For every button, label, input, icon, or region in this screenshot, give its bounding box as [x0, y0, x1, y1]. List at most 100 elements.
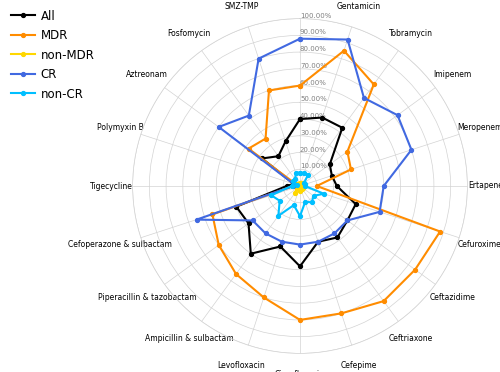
non-MDR	[299, 186, 305, 191]
CR	[297, 243, 303, 247]
CR	[408, 148, 414, 152]
non-CR	[268, 193, 274, 198]
All	[278, 244, 283, 249]
CR	[216, 125, 222, 129]
All	[248, 251, 254, 256]
All	[276, 154, 281, 158]
non-CR	[294, 183, 300, 187]
non-MDR	[300, 185, 306, 189]
MDR	[297, 83, 303, 88]
All	[315, 240, 321, 244]
Line: All: All	[234, 116, 358, 268]
Line: non-CR: non-CR	[270, 171, 326, 218]
All	[297, 264, 303, 269]
non-MDR	[296, 182, 302, 187]
CR	[279, 240, 285, 244]
non-MDR	[300, 186, 306, 190]
CR	[361, 96, 367, 100]
All	[344, 218, 350, 223]
non-CR	[276, 199, 282, 203]
CR	[297, 36, 303, 41]
non-CR	[291, 203, 297, 207]
MDR	[262, 137, 268, 141]
non-MDR	[294, 182, 300, 186]
non-CR	[305, 173, 311, 177]
non-MDR	[294, 185, 300, 189]
non-MDR	[296, 182, 302, 187]
All	[297, 117, 303, 121]
MDR	[294, 183, 300, 187]
All	[297, 117, 303, 121]
MDR	[314, 184, 320, 188]
non-CR	[276, 214, 281, 218]
MDR	[338, 311, 344, 315]
All	[352, 202, 358, 206]
MDR	[216, 243, 222, 247]
non-CR	[302, 182, 308, 187]
CR	[250, 218, 256, 223]
CR	[376, 210, 382, 214]
All	[334, 235, 340, 240]
MDR	[344, 149, 350, 154]
non-MDR	[296, 183, 302, 188]
MDR	[412, 267, 418, 272]
non-MDR	[292, 190, 298, 195]
All	[282, 139, 288, 144]
CR	[262, 231, 268, 235]
non-CR	[297, 214, 303, 218]
MDR	[261, 295, 267, 300]
CR	[246, 113, 252, 118]
non-CR	[302, 200, 308, 204]
non-CR	[297, 170, 303, 175]
Line: MDR: MDR	[210, 49, 442, 322]
non-MDR	[298, 184, 304, 188]
non-MDR	[297, 180, 303, 185]
CR	[332, 231, 338, 235]
CR	[290, 182, 296, 186]
All	[259, 156, 265, 161]
CR	[297, 36, 303, 41]
non-MDR	[298, 183, 304, 187]
All	[246, 221, 252, 226]
MDR	[246, 146, 252, 151]
All	[334, 184, 340, 188]
MDR	[341, 48, 347, 53]
All	[340, 125, 345, 130]
CR	[344, 37, 350, 42]
non-CR	[293, 171, 299, 176]
CR	[344, 218, 350, 223]
CR	[194, 217, 200, 222]
Line: CR: CR	[194, 37, 414, 247]
MDR	[297, 318, 303, 322]
Line: non-MDR: non-MDR	[293, 181, 305, 195]
MDR	[297, 83, 303, 88]
MDR	[371, 82, 377, 87]
MDR	[348, 167, 354, 172]
non-MDR	[294, 186, 300, 190]
All	[234, 205, 239, 209]
CR	[380, 184, 386, 188]
MDR	[266, 88, 272, 93]
CR	[290, 184, 296, 188]
CR	[256, 57, 262, 61]
non-MDR	[299, 181, 305, 186]
MDR	[437, 229, 443, 234]
non-MDR	[298, 183, 304, 188]
non-CR	[301, 171, 307, 176]
non-CR	[292, 177, 298, 182]
All	[284, 184, 290, 188]
non-CR	[301, 181, 307, 185]
non-MDR	[296, 187, 302, 192]
CR	[315, 240, 321, 244]
MDR	[210, 212, 216, 217]
non-CR	[310, 193, 316, 198]
non-MDR	[296, 184, 302, 188]
non-CR	[288, 184, 294, 188]
CR	[394, 113, 400, 118]
MDR	[290, 184, 296, 188]
All	[327, 162, 333, 167]
All	[290, 182, 296, 186]
non-CR	[309, 200, 315, 205]
non-MDR	[297, 189, 303, 193]
non-MDR	[298, 187, 304, 192]
